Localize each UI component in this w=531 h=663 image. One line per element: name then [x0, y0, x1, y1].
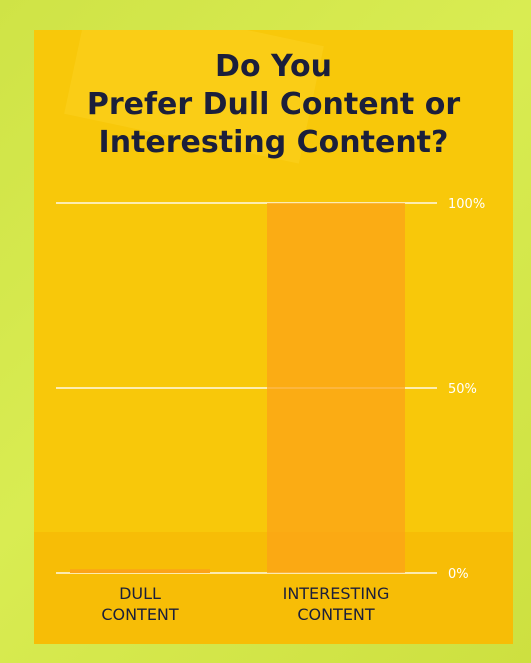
category-label-1: INTERESTING CONTENT — [283, 584, 390, 624]
y-tick-label-0: 0% — [448, 567, 469, 582]
chart-title: Do You Prefer Dull Content or Interestin… — [86, 49, 461, 160]
category-label-0: DULL CONTENT — [101, 584, 179, 624]
bar-0 — [70, 569, 210, 573]
y-tick-label-100: 100% — [448, 197, 485, 212]
bar-1 — [267, 203, 405, 573]
chart-panel: Do You Prefer Dull Content or Interestin… — [34, 30, 513, 644]
y-tick-label-50: 50% — [448, 382, 477, 397]
bar-chart: 100% 50% 0% DULL CONTENT INTERESTING CONTENT — [56, 197, 485, 624]
